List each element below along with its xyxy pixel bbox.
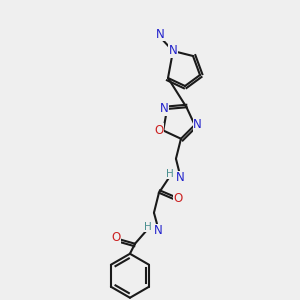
Text: O: O	[111, 231, 121, 244]
Text: O: O	[155, 124, 164, 137]
Text: N: N	[154, 224, 162, 237]
Text: N: N	[160, 103, 168, 116]
Text: N: N	[154, 26, 162, 40]
Text: N: N	[169, 44, 177, 58]
Text: H: H	[166, 169, 174, 179]
Text: N: N	[194, 118, 202, 131]
Text: O: O	[173, 192, 183, 205]
Text: H: H	[144, 222, 152, 232]
Text: N: N	[176, 171, 184, 184]
Text: N: N	[156, 28, 164, 40]
